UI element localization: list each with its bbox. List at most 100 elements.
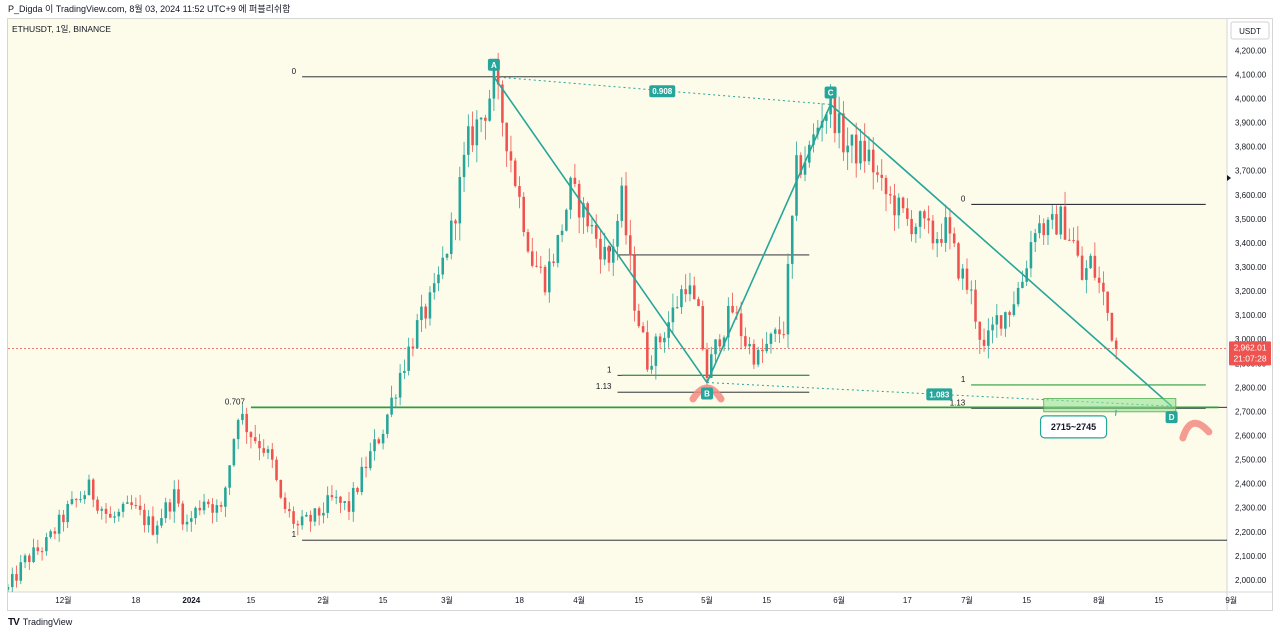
target-zone[interactable]: [1043, 398, 1177, 413]
candle-body[interactable]: [914, 226, 918, 235]
candle-body[interactable]: [701, 306, 705, 350]
candle-body[interactable]: [10, 574, 14, 588]
candle-body[interactable]: [569, 177, 572, 210]
candle-body[interactable]: [189, 518, 193, 522]
candle-body[interactable]: [714, 339, 717, 355]
candle-body[interactable]: [658, 336, 662, 343]
candle-body[interactable]: [518, 186, 521, 197]
candle-body[interactable]: [351, 487, 355, 512]
candle-body[interactable]: [871, 149, 875, 173]
candle-body[interactable]: [219, 505, 223, 507]
candle-body[interactable]: [854, 134, 858, 164]
candle-body[interactable]: [910, 218, 913, 235]
candle-body[interactable]: [756, 349, 760, 365]
candle-body[interactable]: [386, 414, 389, 434]
candle-body[interactable]: [373, 439, 376, 452]
candle-body[interactable]: [769, 333, 773, 344]
candle-body[interactable]: [548, 261, 551, 293]
candle-body[interactable]: [799, 155, 803, 175]
candle-body[interactable]: [803, 162, 807, 175]
candle-body[interactable]: [944, 217, 947, 243]
candle-body[interactable]: [718, 339, 722, 347]
candle-body[interactable]: [74, 499, 78, 501]
candle-body[interactable]: [931, 220, 935, 244]
candle-body[interactable]: [893, 195, 896, 216]
candle-body[interactable]: [79, 499, 82, 501]
candle-body[interactable]: [1063, 206, 1067, 240]
candle-body[interactable]: [850, 134, 854, 146]
candle-body[interactable]: [969, 289, 973, 291]
candle-body[interactable]: [296, 523, 300, 526]
candle-body[interactable]: [1038, 223, 1041, 234]
candle-body[interactable]: [232, 439, 236, 466]
candle-body[interactable]: [543, 266, 547, 293]
candle-body[interactable]: [36, 547, 40, 552]
candle-body[interactable]: [607, 246, 611, 263]
pattern-leg[interactable]: [830, 103, 1173, 407]
candle-body[interactable]: [684, 289, 687, 295]
candle-body[interactable]: [697, 299, 700, 307]
candle-body[interactable]: [889, 194, 892, 196]
candle-body[interactable]: [641, 326, 645, 333]
candle-body[interactable]: [884, 177, 888, 195]
candle-body[interactable]: [1033, 233, 1037, 243]
candle-body[interactable]: [876, 172, 879, 175]
candle-body[interactable]: [629, 235, 632, 256]
candle-body[interactable]: [262, 448, 266, 453]
pattern-leg[interactable]: [493, 76, 708, 383]
candle-body[interactable]: [151, 516, 155, 535]
currency-selector[interactable]: [1230, 21, 1270, 40]
candle-body[interactable]: [812, 134, 815, 145]
candle-body[interactable]: [1042, 223, 1046, 236]
candle-body[interactable]: [471, 126, 474, 146]
candle-body[interactable]: [300, 516, 304, 526]
candle-body[interactable]: [1059, 206, 1063, 235]
candle-body[interactable]: [667, 322, 670, 338]
candle-body[interactable]: [492, 68, 496, 99]
candle-body[interactable]: [23, 555, 27, 563]
candle-body[interactable]: [390, 397, 393, 415]
candle-body[interactable]: [680, 289, 683, 308]
candle-body[interactable]: [846, 145, 849, 153]
candle-body[interactable]: [288, 509, 291, 512]
candle-body[interactable]: [773, 329, 777, 334]
candle-body[interactable]: [57, 514, 61, 534]
candle-body[interactable]: [786, 263, 790, 335]
candle-body[interactable]: [96, 499, 99, 511]
candle-body[interactable]: [1012, 304, 1016, 316]
candle-body[interactable]: [202, 501, 206, 511]
candle-body[interactable]: [403, 370, 406, 373]
candle-body[interactable]: [995, 315, 999, 325]
candle-body[interactable]: [467, 126, 470, 155]
candle-body[interactable]: [560, 230, 564, 236]
candle-body[interactable]: [1089, 255, 1092, 269]
candle-body[interactable]: [479, 117, 483, 120]
candle-body[interactable]: [1072, 240, 1075, 242]
candle-body[interactable]: [177, 489, 180, 504]
candle-body[interactable]: [590, 224, 594, 227]
candle-body[interactable]: [45, 537, 48, 552]
candle-body[interactable]: [138, 505, 142, 510]
candle-body[interactable]: [1110, 312, 1114, 341]
candle-body[interactable]: [577, 183, 581, 218]
candle-body[interactable]: [126, 502, 129, 504]
candle-body[interactable]: [70, 499, 74, 504]
candle-body[interactable]: [449, 220, 453, 254]
candle-body[interactable]: [816, 127, 820, 135]
candle-body[interactable]: [62, 514, 65, 523]
candle-body[interactable]: [224, 487, 227, 507]
candle-body[interactable]: [1055, 214, 1058, 235]
candle-body[interactable]: [620, 185, 624, 221]
candle-body[interactable]: [739, 313, 743, 337]
candle-body[interactable]: [978, 321, 982, 340]
candle-body[interactable]: [309, 514, 312, 522]
candle-body[interactable]: [32, 547, 35, 563]
candle-body[interactable]: [952, 233, 956, 244]
candle-body[interactable]: [66, 503, 69, 523]
candle-body[interactable]: [727, 305, 730, 338]
candle-body[interactable]: [364, 466, 368, 469]
candle-body[interactable]: [790, 215, 794, 264]
candle-body[interactable]: [825, 114, 828, 121]
candle-body[interactable]: [437, 274, 440, 284]
candle-body[interactable]: [594, 224, 598, 239]
